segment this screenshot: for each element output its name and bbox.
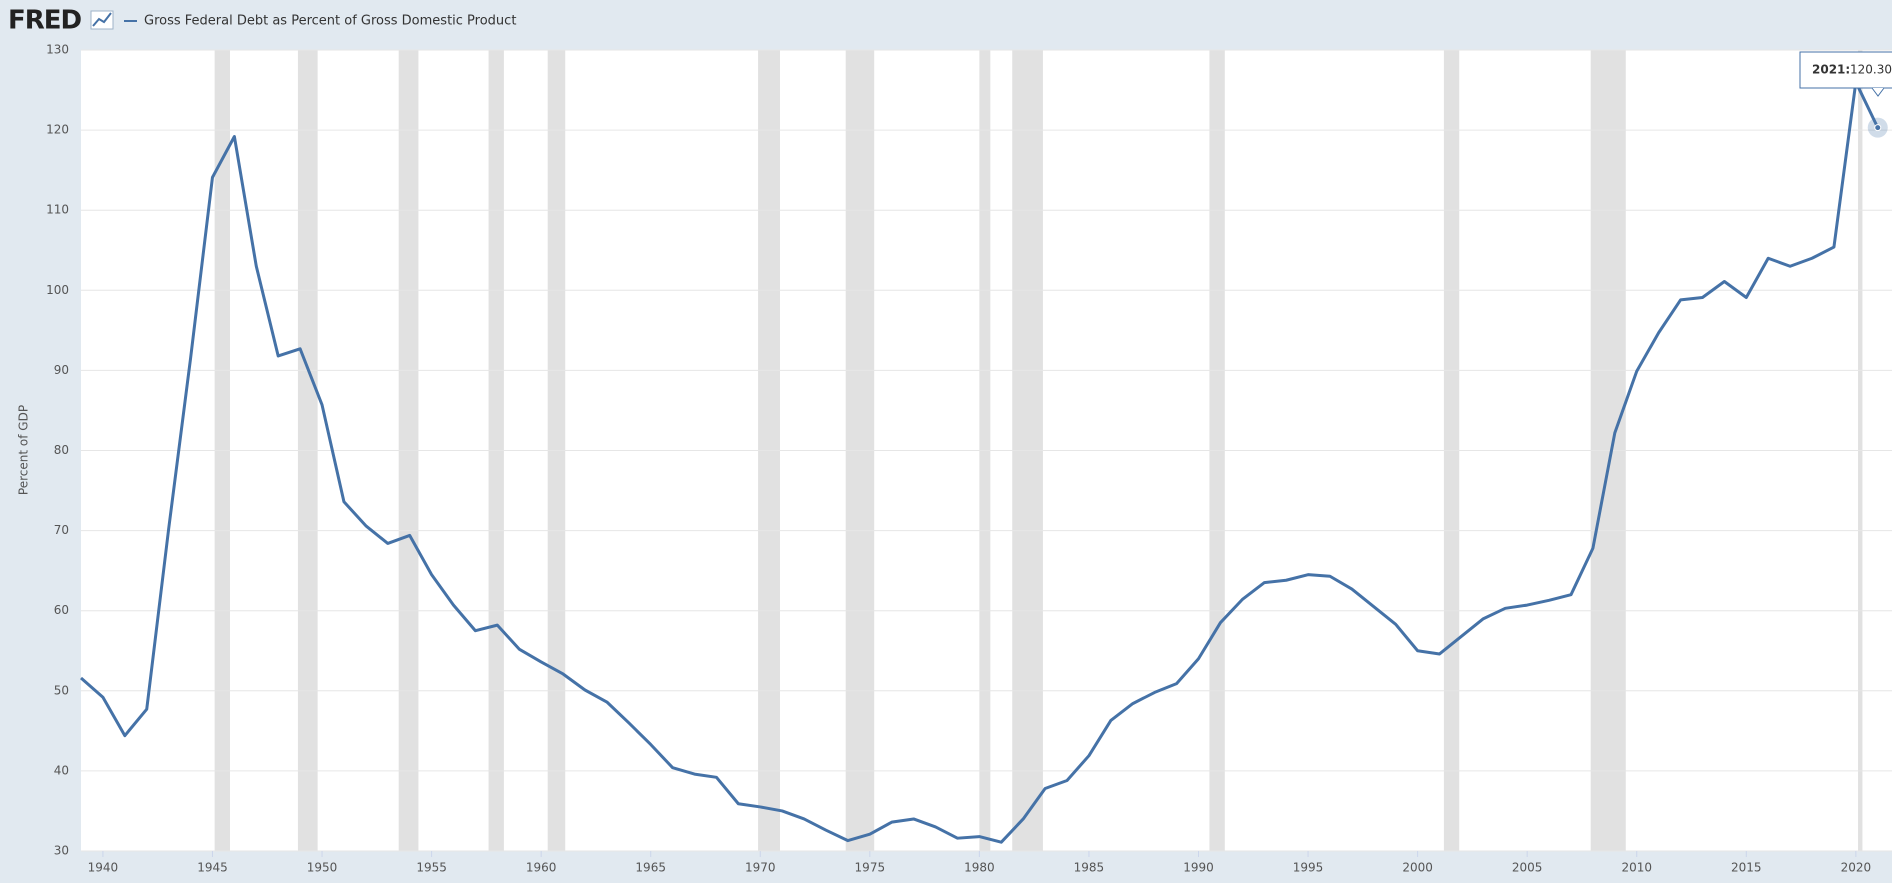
y-tick-label: 40 xyxy=(54,763,69,777)
y-tick-label: 100 xyxy=(46,283,69,297)
x-tick-label: 1940 xyxy=(88,861,119,875)
x-tick-label: 1970 xyxy=(745,861,776,875)
x-tick-label: 1945 xyxy=(197,861,228,875)
y-tick-label: 110 xyxy=(46,203,69,217)
y-tick-label: 70 xyxy=(54,523,69,537)
x-tick-label: 1955 xyxy=(416,861,447,875)
x-tick-label: 1980 xyxy=(964,861,995,875)
tooltip-title: 2021: xyxy=(1812,63,1850,77)
legend-label: Gross Federal Debt as Percent of Gross D… xyxy=(144,14,516,29)
y-axis-label: Percent of GDP xyxy=(17,405,31,495)
x-tick-label: 1975 xyxy=(855,861,886,875)
logo-icon xyxy=(90,10,114,30)
y-tick-label: 50 xyxy=(54,683,69,697)
hover-marker xyxy=(1874,124,1882,132)
y-tick-label: 120 xyxy=(46,123,69,137)
tooltip-box xyxy=(1799,51,1892,89)
x-tick-label: 1995 xyxy=(1293,861,1324,875)
x-tick-label: 2005 xyxy=(1512,861,1543,875)
y-tick-label: 80 xyxy=(54,443,69,457)
y-tick-label: 60 xyxy=(54,603,69,617)
y-tick-label: 90 xyxy=(54,363,69,377)
y-tick-label: 130 xyxy=(46,43,69,57)
logo: FRED xyxy=(8,6,82,36)
x-tick-label: 1965 xyxy=(635,861,666,875)
x-tick-label: 1985 xyxy=(1074,861,1105,875)
data-line xyxy=(80,80,1880,844)
x-tick-label: 2015 xyxy=(1731,861,1762,875)
x-tick-label: 2020 xyxy=(1841,861,1872,875)
x-tick-label: 2000 xyxy=(1402,861,1433,875)
x-tick-label: 1960 xyxy=(526,861,557,875)
tooltip-pointer xyxy=(1871,87,1885,97)
x-tick-label: 2010 xyxy=(1621,861,1652,875)
y-tick-label: 30 xyxy=(54,844,69,858)
x-tick-label: 1950 xyxy=(307,861,338,875)
x-tick-label: 1990 xyxy=(1183,861,1214,875)
tooltip-value: 120.308 xyxy=(1850,63,1892,77)
